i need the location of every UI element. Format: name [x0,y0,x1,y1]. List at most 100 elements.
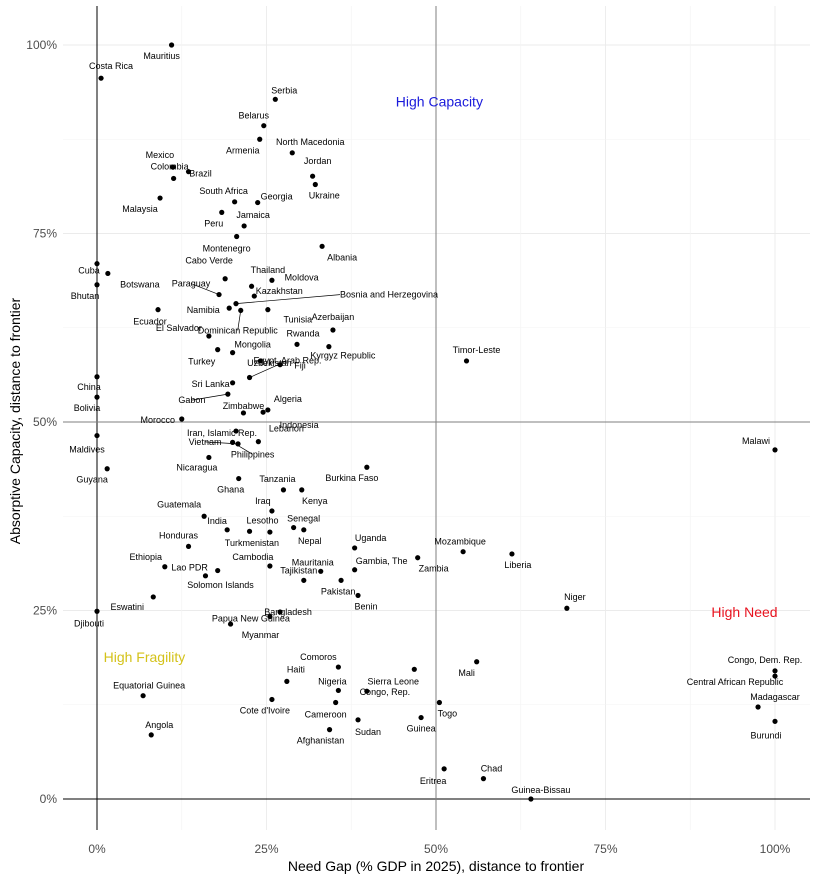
point-label: Angola [145,720,173,730]
point-label: Cuba [78,266,100,276]
data-point [222,276,228,282]
point-label: Costa Rica [89,61,133,71]
point-label: Malawi [742,436,770,446]
data-point [265,407,271,413]
data-point [232,199,238,205]
x-tick-label: 0% [88,842,106,856]
data-point [94,374,100,380]
point-label: Gabon [178,395,205,405]
point-label: Malaysia [122,204,158,214]
data-point [94,394,100,400]
data-point [415,555,421,561]
data-point [219,209,225,215]
data-point [233,428,239,434]
data-point [277,609,283,615]
point-label: Uganda [355,533,387,543]
data-point [230,380,236,386]
data-point [335,687,341,694]
data-point [255,439,261,445]
data-point [241,223,247,229]
data-point [364,464,370,470]
data-point [246,528,253,534]
data-point [333,699,339,706]
point-label: Bosnia and Herzegovina [340,290,438,300]
label-leader-line [237,310,242,331]
data-point [326,344,332,350]
data-point [105,270,111,277]
quadrant-label: High Need [711,604,777,620]
data-point [755,704,761,710]
point-label: Chad [481,764,503,774]
point-label: Niger [564,592,586,602]
data-point [441,766,447,772]
point-label: Iran, Islamic Rep. [187,428,257,438]
point-label: Mauritius [143,51,180,61]
point-label: Lao PDR [171,563,208,573]
data-point [227,621,234,627]
point-label: Haiti [287,664,305,674]
point-label: Central African Republic [687,677,784,687]
data-points [94,42,778,802]
data-point [318,568,324,574]
point-label: Sudan [355,727,381,737]
point-label: Zambia [419,564,449,574]
data-point [94,261,100,267]
data-point [772,673,778,679]
data-point [299,487,305,493]
point-label: Sri Lanka [192,379,230,389]
data-point [355,717,361,723]
data-point [140,693,146,699]
data-point [234,233,240,240]
point-label: Montenegro [203,244,251,254]
data-point [185,169,192,175]
point-label: China [77,382,101,392]
point-label: Nepal [298,536,322,546]
data-point [291,524,297,531]
y-tick-label: 50% [33,415,57,429]
point-label: Lebanon [269,424,304,434]
point-label: Rwanda [286,328,319,338]
label-leader-line [191,393,228,401]
point-label: Thailand [251,265,286,275]
label-leader-line [190,283,220,295]
data-point [269,508,275,514]
point-label: Azerbaijan [312,312,355,322]
point-label: Zimbabwe [223,401,265,411]
point-label: Mongolia [234,340,271,350]
data-point [202,573,209,579]
data-point [265,307,271,313]
data-point [463,358,470,364]
point-label: Gambia, The [356,556,408,566]
y-tick-label: 25% [33,604,57,618]
data-point [215,347,221,353]
point-label: Sierra Leone [368,676,420,686]
point-label: Indonesia [280,420,319,430]
point-label: Albania [327,252,357,262]
data-point [171,175,177,182]
data-point [272,96,278,102]
data-point [338,577,344,583]
point-label: Iraq [255,496,271,506]
point-label: Papua New Guinea [212,614,290,624]
data-point [230,350,236,356]
point-label: Nicaragua [176,462,217,472]
data-point [224,527,230,533]
point-label: Ecuador [133,317,167,327]
data-point [269,277,275,283]
data-point [355,592,361,599]
point-label: Cote d'Ivoire [240,705,290,715]
point-label: Equatorial Guinea [113,681,185,691]
data-point [148,732,154,738]
data-point [480,776,487,782]
data-point [150,594,156,600]
data-point [94,608,100,614]
data-point [267,529,273,535]
point-label: Georgia [261,192,293,202]
data-point [335,664,341,670]
data-point [284,678,290,684]
point-label: Mexico [146,150,175,160]
point-label: Egypt, Arab Rep. [254,356,322,366]
point-label: Cabo Verde [185,256,233,266]
point-label: Togo [438,708,458,718]
